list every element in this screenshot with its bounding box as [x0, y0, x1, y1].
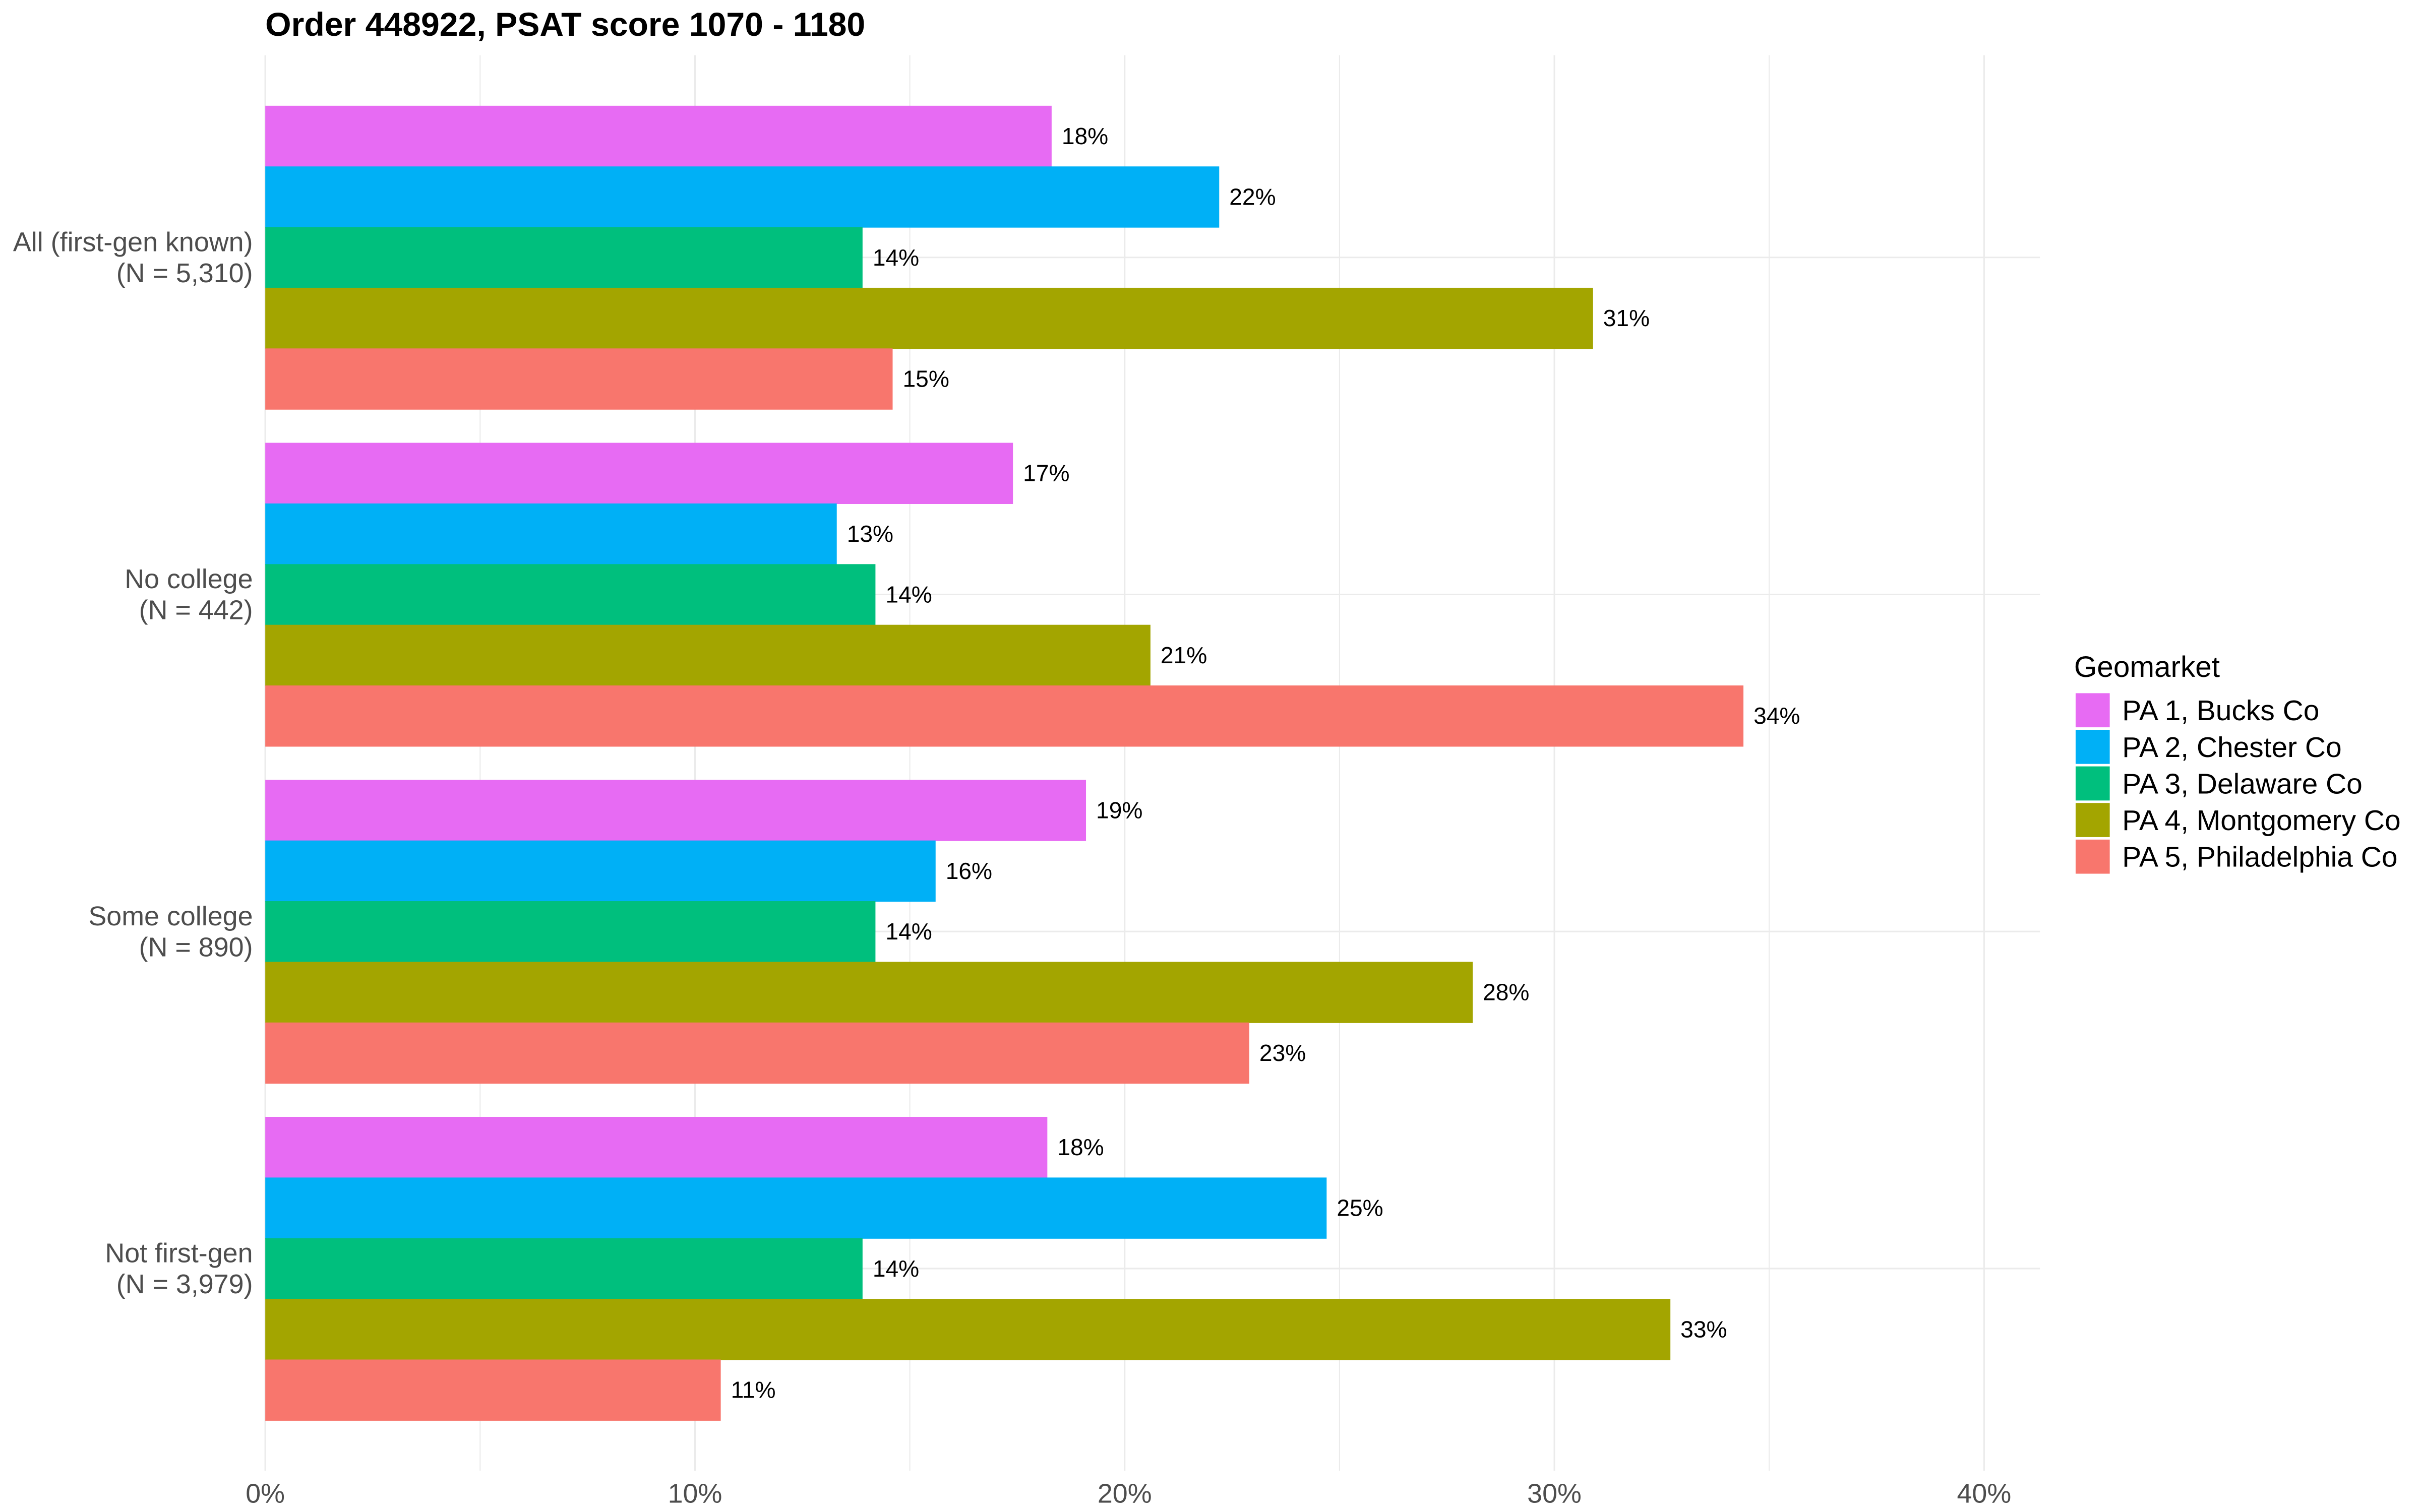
x-tick-label-40: 40%	[1957, 1479, 2011, 1509]
bar-pa-1-bucks-co-no-college	[265, 443, 1013, 505]
bar-pa-5-philadelphia-co-all-first-gen-known	[265, 348, 893, 410]
bar-pa-1-bucks-co-some-college	[265, 780, 1086, 841]
legend-item-pa-5-philadelphia-co: PA 5, Philadelphia Co	[2075, 839, 2397, 874]
bars	[265, 105, 1744, 1421]
legend-key-pa-5-philadelphia-co	[2075, 839, 2110, 874]
legend-item-pa-3-delaware-co: PA 3, Delaware Co	[2075, 766, 2363, 801]
legend-label-pa-2-chester-co: PA 2, Chester Co	[2122, 731, 2341, 764]
legend-items: PA 1, Bucks Co PA 2, Chester Co PA 3, Dela…	[2075, 693, 2401, 874]
legend-key-pa-4-montgomery-co	[2075, 803, 2110, 837]
legend-item-pa-1-bucks-co: PA 1, Bucks Co	[2075, 693, 2319, 728]
y-axis-label-line: Some college	[88, 901, 253, 931]
y-axis: All (first-gen known) (N = 5,310) No colle…	[13, 227, 253, 1299]
data-labels: 18% 22% 14% 31% 15% 17% 13% 14% 21% 34% 19% 16% 14% 2…	[731, 123, 1800, 1403]
legend-label-pa-5-philadelphia-co: PA 5, Philadelphia Co	[2122, 841, 2397, 873]
bar-pa-4-montgomery-co-some-college	[265, 962, 1473, 1023]
y-axis-label-line: Not first-gen	[105, 1238, 253, 1269]
data-label-pa-1-bucks-co-some-college: 19%	[1096, 797, 1142, 823]
legend-item-pa-2-chester-co: PA 2, Chester Co	[2075, 730, 2342, 764]
data-label-pa-3-delaware-co-all-first-gen-known: 14%	[873, 244, 919, 271]
y-axis-label-line: (N = 442)	[139, 595, 253, 625]
data-label-pa-5-philadelphia-co-all-first-gen-known: 15%	[903, 366, 949, 392]
data-label-pa-1-bucks-co-no-college: 17%	[1023, 460, 1069, 486]
data-label-pa-4-montgomery-co-no-college: 21%	[1161, 642, 1207, 668]
legend-label-pa-1-bucks-co: PA 1, Bucks Co	[2122, 695, 2319, 727]
legend-label-pa-4-montgomery-co: PA 4, Montgomery Co	[2122, 804, 2400, 837]
legend-label-pa-3-delaware-co: PA 3, Delaware Co	[2122, 768, 2363, 800]
bar-pa-4-montgomery-co-no-college	[265, 624, 1151, 686]
data-label-pa-4-montgomery-co-not-first-gen: 33%	[1680, 1316, 1727, 1342]
bar-pa-3-delaware-co-no-college	[265, 564, 876, 625]
y-axis-label-line: (N = 890)	[139, 932, 253, 962]
x-tick-label-0: 0%	[246, 1479, 285, 1509]
data-label-pa-4-montgomery-co-some-college: 28%	[1483, 979, 1529, 1005]
y-axis-label-all-first-gen-known: All (first-gen known) (N = 5,310)	[13, 227, 253, 288]
data-label-pa-5-philadelphia-co-some-college: 23%	[1259, 1040, 1306, 1066]
legend-key-pa-1-bucks-co	[2075, 693, 2110, 728]
x-tick-label-30: 30%	[1527, 1479, 1582, 1509]
bar-pa-2-chester-co-no-college	[265, 503, 837, 565]
bar-pa-3-delaware-co-all-first-gen-known	[265, 227, 863, 289]
bar-pa-2-chester-co-not-first-gen	[265, 1177, 1327, 1239]
data-label-pa-2-chester-co-no-college: 13%	[847, 521, 893, 547]
bar-pa-3-delaware-co-not-first-gen	[265, 1238, 863, 1300]
bar-pa-3-delaware-co-some-college	[265, 901, 876, 963]
legend-key-pa-2-chester-co	[2075, 730, 2110, 764]
data-label-pa-5-philadelphia-co-no-college: 34%	[1753, 703, 1800, 729]
x-tick-label-10: 10%	[668, 1479, 722, 1509]
legend-key-pa-3-delaware-co	[2075, 766, 2110, 801]
x-axis: 0% 10% 20% 30% 40%	[246, 1479, 2011, 1509]
bar-pa-4-montgomery-co-all-first-gen-known	[265, 287, 1593, 349]
bar-pa-5-philadelphia-co-no-college	[265, 685, 1744, 747]
data-label-pa-5-philadelphia-co-not-first-gen: 11%	[731, 1377, 776, 1403]
legend-title: Geomarket	[2074, 651, 2220, 683]
y-axis-label-some-college: Some college (N = 890)	[88, 901, 253, 963]
bar-pa-4-montgomery-co-not-first-gen	[265, 1299, 1671, 1360]
data-label-pa-2-chester-co-all-first-gen-known: 22%	[1229, 183, 1276, 210]
bar-pa-1-bucks-co-not-first-gen	[265, 1117, 1048, 1178]
x-tick-label-20: 20%	[1098, 1479, 1152, 1509]
chart-title: Order 448922, PSAT score 1070 - 1180	[265, 6, 865, 43]
y-axis-label-line: (N = 3,979)	[116, 1269, 253, 1299]
bar-pa-5-philadelphia-co-not-first-gen	[265, 1359, 721, 1421]
data-label-pa-1-bucks-co-all-first-gen-known: 18%	[1062, 123, 1108, 149]
data-label-pa-2-chester-co-not-first-gen: 25%	[1337, 1195, 1383, 1221]
bar-pa-2-chester-co-all-first-gen-known	[265, 166, 1220, 228]
data-label-pa-3-delaware-co-not-first-gen: 14%	[873, 1255, 919, 1282]
y-axis-label-no-college: No college (N = 442)	[125, 564, 253, 625]
y-axis-label-line: All (first-gen known)	[13, 227, 253, 257]
legend: Geomarket PA 1, Bucks Co PA 2, Chester Co…	[2074, 651, 2401, 874]
bar-pa-5-philadelphia-co-some-college	[265, 1022, 1249, 1084]
data-label-pa-2-chester-co-some-college: 16%	[946, 858, 992, 884]
legend-item-pa-4-montgomery-co: PA 4, Montgomery Co	[2075, 803, 2401, 837]
y-axis-label-line: (N = 5,310)	[116, 258, 253, 288]
data-label-pa-4-montgomery-co-all-first-gen-known: 31%	[1603, 305, 1650, 331]
data-label-pa-1-bucks-co-not-first-gen: 18%	[1057, 1134, 1104, 1160]
bar-pa-2-chester-co-some-college	[265, 840, 936, 902]
y-axis-label-not-first-gen: Not first-gen (N = 3,979)	[105, 1238, 253, 1300]
bar-pa-1-bucks-co-all-first-gen-known	[265, 105, 1052, 167]
data-label-pa-3-delaware-co-no-college: 14%	[885, 581, 932, 607]
y-axis-label-line: No college	[125, 564, 253, 594]
data-label-pa-3-delaware-co-some-college: 14%	[885, 918, 932, 944]
